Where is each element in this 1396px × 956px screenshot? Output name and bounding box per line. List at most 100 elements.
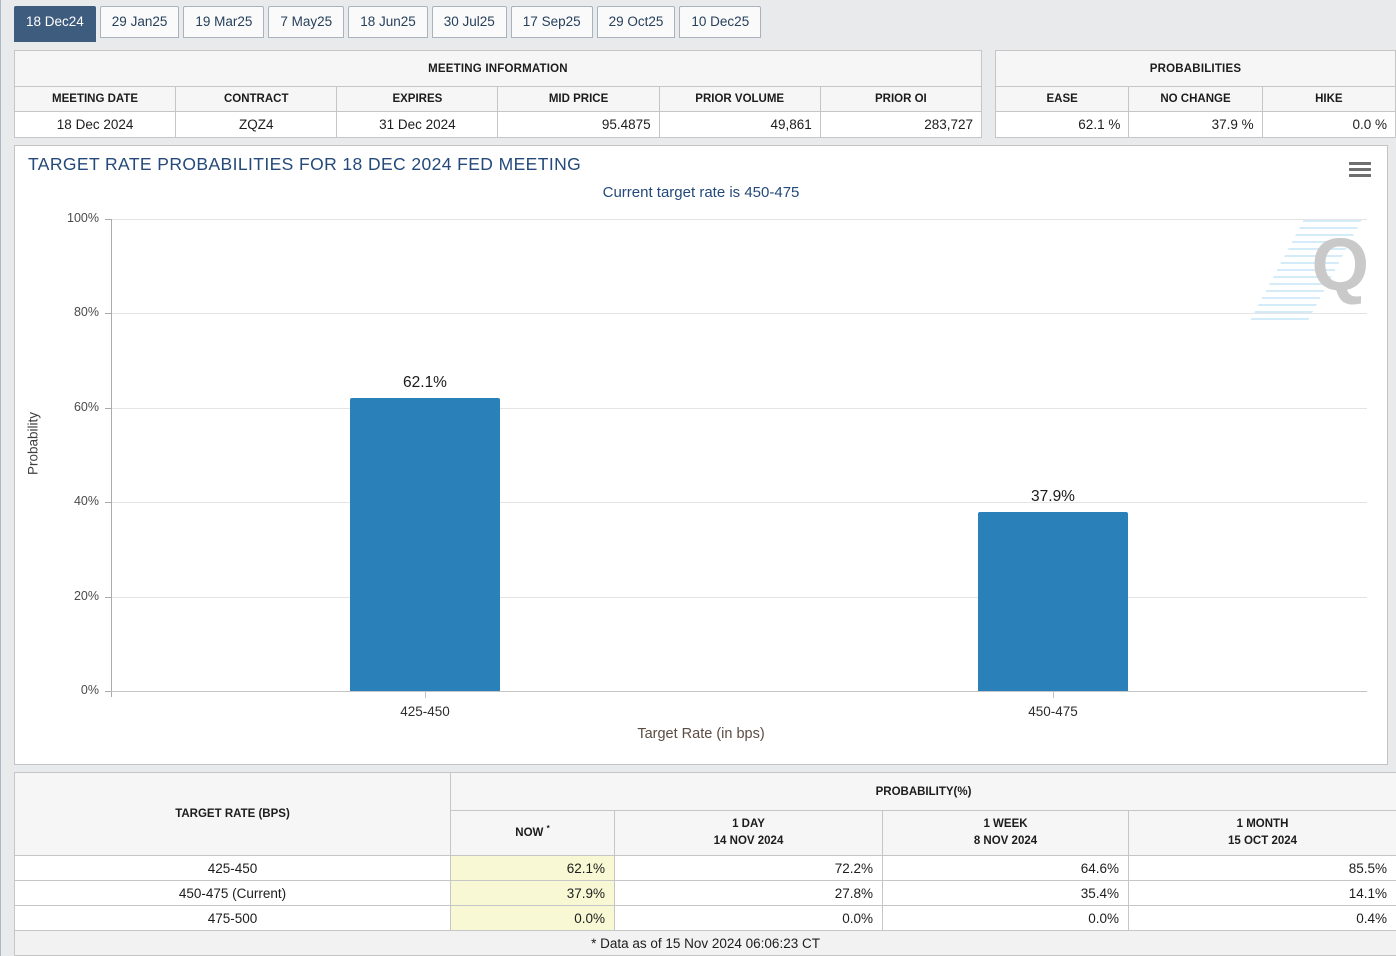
meeting-information-title: MEETING INFORMATION bbox=[14, 50, 982, 87]
tab-18-jun25[interactable]: 18 Jun25 bbox=[348, 6, 428, 38]
y-tick-label-40%: 40% bbox=[73, 494, 99, 509]
y-axis-line bbox=[111, 219, 112, 697]
cell-month: 0.4% bbox=[1127, 905, 1396, 931]
cell-week: 0.0% bbox=[882, 905, 1129, 931]
probability-pct-header: PROBABILITY(%) bbox=[449, 772, 1396, 811]
column-header-hike: HIKE bbox=[1261, 86, 1396, 112]
target-rate-chart-panel: TARGET RATE PROBABILITIES FOR 18 DEC 202… bbox=[14, 145, 1388, 765]
cell-week: 35.4% bbox=[882, 880, 1129, 906]
y-tick-label-80%: 80% bbox=[73, 305, 99, 320]
chart-subtitle: Current target rate is 450-475 bbox=[602, 184, 800, 201]
chart-title: TARGET RATE PROBABILITIES FOR 18 DEC 202… bbox=[28, 154, 582, 174]
gridline-60% bbox=[111, 407, 1367, 409]
cell-now: 0.0% bbox=[450, 905, 615, 931]
tab-19-mar25[interactable]: 19 Mar25 bbox=[183, 6, 265, 38]
cell-week: 64.6% bbox=[882, 855, 1129, 881]
probabilities-header-row: EASE NO CHANGE HIKE bbox=[994, 86, 1396, 112]
cell-day: 0.0% bbox=[614, 905, 883, 931]
column-header-expires: EXPIRES bbox=[336, 86, 499, 112]
y-tick-label-100%: 100% bbox=[67, 211, 99, 225]
value-meeting-date: 18 Dec 2024 bbox=[13, 111, 177, 138]
gridline-20% bbox=[111, 596, 1367, 598]
cell-rate: 425-450 bbox=[14, 855, 451, 881]
column-header-ease: EASE bbox=[994, 86, 1130, 112]
hamburger-menu-icon[interactable] bbox=[1349, 162, 1371, 179]
probability-history-table: TARGET RATE (BPS) PROBABILITY(%) NOW * 1 … bbox=[13, 772, 1396, 956]
meeting-info-value-row: 18 Dec 2024 ZQZ4 31 Dec 2024 95.4875 49,861 2… bbox=[13, 111, 983, 138]
history-table-body: 425-450 62.1% 72.2% 64.6% 85.5% 450-475 (Curr… bbox=[14, 855, 1396, 931]
tab-10-dec25[interactable]: 10 Dec25 bbox=[679, 6, 762, 38]
y-tick-40% bbox=[105, 502, 111, 504]
column-header-prior-oi: PRIOR OI bbox=[819, 86, 983, 112]
x-axis-line bbox=[111, 691, 1367, 692]
data-as-of-footnote: * Data as of 15 Nov 2024 06:06:23 CT bbox=[13, 930, 1396, 956]
probabilities-title: PROBABILITIES bbox=[995, 50, 1396, 87]
table-row-475-500: 475-500 0.0% 0.0% 0.0% 0.4% bbox=[14, 905, 1396, 931]
bar-chart-plot: Probability Target Rate (in bps) 0% 20% 40… bbox=[15, 146, 1387, 764]
tab-29-oct25[interactable]: 29 Oct25 bbox=[596, 6, 676, 38]
y-axis-title: Probability bbox=[25, 411, 41, 476]
y-tick-20% bbox=[105, 596, 111, 598]
cell-day: 27.8% bbox=[614, 880, 883, 906]
value-prior-volume: 49,861 bbox=[658, 111, 821, 138]
y-tick-0% bbox=[105, 691, 111, 692]
cell-month: 85.5% bbox=[1127, 855, 1396, 881]
top-info-row: MEETING INFORMATION MEETING DATE CONTRACT… bbox=[13, 50, 1396, 138]
cell-month: 14.1% bbox=[1127, 880, 1396, 906]
tab-7-may25[interactable]: 7 May25 bbox=[268, 6, 345, 38]
cell-now: 62.1% bbox=[450, 855, 615, 881]
y-tick-100% bbox=[105, 219, 111, 220]
value-mid-price: 95.4875 bbox=[497, 111, 660, 138]
bar-450-475 bbox=[978, 512, 1128, 691]
gridline-40% bbox=[111, 502, 1367, 504]
value-hike: 0.0 % bbox=[1261, 111, 1396, 138]
y-tick-label-20%: 20% bbox=[73, 588, 99, 603]
table-row-425-450: 425-450 62.1% 72.2% 64.6% 85.5% bbox=[14, 855, 1396, 881]
subheader-1-day: 1 DAY 14 NOV 2024 bbox=[614, 810, 883, 856]
cell-now: 37.9% bbox=[450, 880, 615, 906]
meeting-information-table: MEETING INFORMATION MEETING DATE CONTRACT… bbox=[13, 50, 983, 138]
y-tick-label-60%: 60% bbox=[73, 399, 99, 414]
value-prior-oi: 283,727 bbox=[819, 111, 983, 138]
tab-29-jan25[interactable]: 29 Jan25 bbox=[99, 6, 180, 38]
column-header-contract: CONTRACT bbox=[175, 86, 338, 112]
subheader-now: NOW * bbox=[450, 810, 615, 856]
value-expires: 31 Dec 2024 bbox=[336, 111, 499, 138]
tab-bar: 18 Dec24 29 Jan25 19 Mar25 7 May25 18 Jun25 3… bbox=[14, 0, 1396, 44]
x-tick-450-475 bbox=[1053, 691, 1054, 698]
y-tick-label-0%: 0% bbox=[80, 683, 99, 697]
bar-425-450 bbox=[350, 397, 500, 691]
y-tick-60% bbox=[105, 407, 111, 409]
tab-18-dec24[interactable]: 18 Dec24 bbox=[14, 6, 96, 42]
bar-value-label-425-450: 62.1% bbox=[403, 373, 447, 391]
probabilities-table: PROBABILITIES EASE NO CHANGE HIKE 62.1 % 37… bbox=[994, 50, 1396, 138]
x-tick-425-450 bbox=[425, 691, 426, 698]
subheader-1-week: 1 WEEK 8 NOV 2024 bbox=[882, 810, 1129, 856]
cell-rate: 450-475 (Current) bbox=[14, 880, 451, 906]
tab-30-jul25[interactable]: 30 Jul25 bbox=[431, 6, 507, 38]
gridline-100% bbox=[111, 219, 1367, 220]
meeting-info-header-row: MEETING DATE CONTRACT EXPIRES MID PRICE PRIO… bbox=[13, 86, 983, 112]
column-header-meeting-date: MEETING DATE bbox=[13, 86, 177, 112]
cell-day: 72.2% bbox=[614, 855, 883, 881]
subheader-1-month: 1 MONTH 15 OCT 2024 bbox=[1127, 810, 1396, 856]
y-tick-80% bbox=[105, 313, 111, 315]
value-ease: 62.1 % bbox=[994, 111, 1130, 138]
tab-17-sep25[interactable]: 17 Sep25 bbox=[510, 6, 593, 38]
history-subheader-row: NOW * 1 DAY 14 NOV 2024 1 WEEK 8 NOV 2024 1 M… bbox=[15, 810, 1396, 856]
cell-rate: 475-500 bbox=[14, 905, 451, 931]
column-header-no-change: NO CHANGE bbox=[1128, 86, 1263, 112]
value-contract: ZQZ4 bbox=[175, 111, 338, 138]
column-header-prior-volume: PRIOR VOLUME bbox=[658, 86, 821, 112]
x-tick-label-425-450: 425-450 bbox=[400, 704, 450, 719]
column-header-mid-price: MID PRICE bbox=[497, 86, 660, 112]
value-no-change: 37.9 % bbox=[1128, 111, 1263, 138]
x-axis-title: Target Rate (in bps) bbox=[637, 726, 765, 742]
x-tick-label-450-475: 450-475 bbox=[1028, 704, 1078, 719]
gridline-80% bbox=[111, 313, 1367, 315]
bar-value-label-450-475: 37.9% bbox=[1031, 488, 1075, 506]
target-rate-bps-header: TARGET RATE (BPS) bbox=[14, 772, 451, 856]
probabilities-value-row: 62.1 % 37.9 % 0.0 % bbox=[994, 111, 1396, 138]
table-row-450-475-current-: 450-475 (Current) 37.9% 27.8% 35.4% 14.1% bbox=[14, 880, 1396, 906]
